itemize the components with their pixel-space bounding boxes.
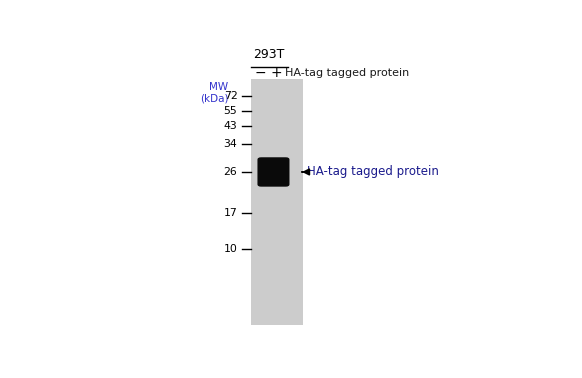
Text: 34: 34 [223, 139, 237, 149]
Text: 10: 10 [223, 244, 237, 254]
Text: −: − [254, 66, 266, 80]
Text: +: + [271, 66, 282, 80]
Text: HA-tag tagged protein: HA-tag tagged protein [307, 166, 439, 178]
Text: 17: 17 [223, 208, 237, 218]
Text: 55: 55 [223, 106, 237, 116]
Text: 43: 43 [223, 121, 237, 131]
FancyBboxPatch shape [257, 157, 289, 187]
Text: MW
(kDa): MW (kDa) [200, 82, 228, 103]
Text: HA-tag tagged protein: HA-tag tagged protein [285, 68, 409, 78]
Bar [251, 79, 303, 325]
Text: 293T: 293T [253, 48, 285, 61]
Text: 26: 26 [223, 167, 237, 177]
Text: 72: 72 [223, 91, 237, 101]
